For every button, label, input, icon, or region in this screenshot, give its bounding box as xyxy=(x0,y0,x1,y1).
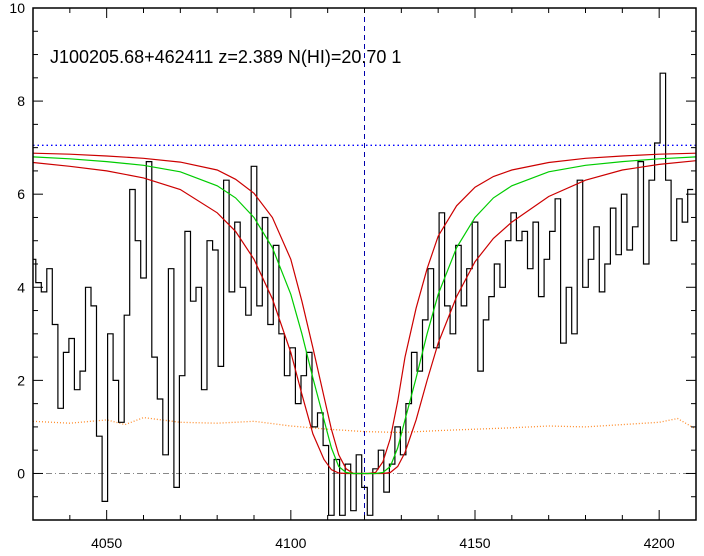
error-spectrum xyxy=(33,416,696,434)
x-tick-label: 4050 xyxy=(91,535,122,551)
y-tick-label: 2 xyxy=(17,372,25,388)
series-layer xyxy=(33,8,696,520)
model-curve xyxy=(33,156,696,475)
chart-title: J100205.68+462411 z=2.389 N(HI)=20.70 1 xyxy=(50,47,401,67)
y-tick-label: 4 xyxy=(17,279,25,295)
y-tick-label: 10 xyxy=(9,0,25,16)
flux-spectrum xyxy=(33,72,694,516)
y-tick-label: 0 xyxy=(17,465,25,481)
ticks-layer: 4050 4100 4150 4200 0 2 4 6 8 10 xyxy=(9,0,697,551)
y-tick-label: 8 xyxy=(17,93,25,109)
x-tick-label: 4150 xyxy=(459,535,490,551)
y-tick-label: 6 xyxy=(17,186,25,202)
x-tick-label: 4100 xyxy=(275,535,306,551)
plot-area xyxy=(33,8,696,520)
x-tick-label: 4200 xyxy=(644,535,675,551)
